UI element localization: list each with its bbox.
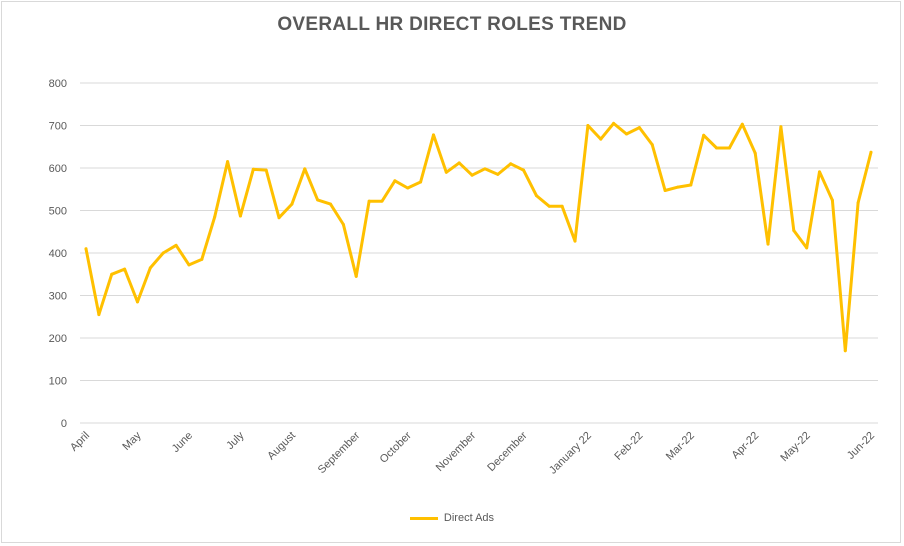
data-point — [637, 126, 641, 130]
data-point — [818, 170, 822, 174]
data-point — [431, 133, 435, 137]
data-point — [341, 223, 345, 227]
x-tick-label: Apr-22 — [729, 430, 761, 462]
data-point — [84, 247, 88, 251]
data-point — [380, 199, 384, 203]
x-tick-label: June — [170, 430, 195, 455]
data-point — [702, 133, 706, 137]
data-point — [792, 228, 796, 232]
data-point — [174, 243, 178, 247]
data-point — [534, 194, 538, 198]
data-point — [264, 168, 268, 172]
data-point — [689, 183, 693, 187]
y-tick-label: 200 — [49, 333, 67, 345]
y-tick-label: 100 — [49, 376, 67, 388]
data-point — [200, 257, 204, 261]
data-point — [316, 198, 320, 202]
data-point — [779, 125, 783, 129]
x-tick-label: April — [68, 430, 92, 454]
x-axis-ticks: April May June July August September October No… — [68, 429, 877, 476]
x-tick-label: Feb-22 — [612, 430, 645, 463]
data-point — [251, 167, 255, 171]
data-point — [856, 201, 860, 205]
data-point — [135, 300, 139, 304]
data-point — [110, 272, 114, 276]
data-point — [457, 161, 461, 165]
data-point — [830, 198, 834, 202]
data-point — [470, 173, 474, 177]
x-tick-label: November — [434, 429, 479, 474]
x-tick-label: May — [120, 429, 144, 453]
data-point — [560, 204, 564, 208]
data-point — [727, 146, 731, 150]
data-point — [496, 172, 500, 176]
y-tick-label: 0 — [61, 418, 67, 430]
y-tick-label: 300 — [49, 291, 67, 303]
data-point — [715, 146, 719, 150]
data-point — [843, 349, 847, 353]
x-tick-label: October — [378, 429, 414, 465]
data-point — [187, 263, 191, 267]
data-point — [329, 202, 333, 206]
chart-title: OVERALL HR DIRECT ROLES TREND — [277, 14, 627, 35]
y-tick-label: 700 — [49, 121, 67, 133]
y-tick-label: 400 — [49, 248, 67, 260]
x-tick-label: January 22 — [547, 430, 594, 477]
data-point — [650, 143, 654, 147]
x-tick-label: May-22 — [778, 430, 812, 464]
data-point — [367, 199, 371, 203]
gridlines — [80, 82, 878, 424]
series-layer — [84, 121, 873, 353]
data-point — [393, 179, 397, 183]
data-point — [663, 189, 667, 193]
data-point — [277, 216, 281, 220]
x-tick-label: July — [224, 429, 247, 452]
data-point — [444, 170, 448, 174]
legend: Direct Ads — [0, 512, 904, 524]
data-point — [419, 180, 423, 184]
data-point — [354, 274, 358, 278]
data-point — [599, 137, 603, 141]
data-point — [547, 204, 551, 208]
data-point — [303, 167, 307, 171]
data-point — [766, 242, 770, 246]
data-point — [509, 162, 513, 166]
series-line-direct-ads — [84, 121, 873, 353]
data-point — [612, 121, 616, 125]
data-point — [624, 132, 628, 136]
data-point — [740, 122, 744, 126]
legend-label: Direct Ads — [443, 512, 495, 524]
y-tick-label: 500 — [49, 206, 67, 218]
data-point — [869, 150, 873, 154]
data-point — [123, 267, 127, 271]
data-point — [483, 167, 487, 171]
data-point — [213, 215, 217, 219]
data-point — [676, 185, 680, 189]
y-tick-label: 600 — [49, 163, 67, 175]
data-point — [522, 168, 526, 172]
data-point — [148, 266, 152, 270]
x-tick-label: December — [485, 429, 530, 474]
data-point — [406, 186, 410, 190]
legend-swatch — [409, 516, 438, 520]
data-point — [97, 313, 101, 317]
x-tick-label: Jun-22 — [845, 430, 877, 462]
data-point — [226, 160, 230, 164]
data-point — [573, 239, 577, 243]
y-axis-ticks: 0 100 200 300 400 500 600 700 800 — [49, 78, 67, 430]
data-point — [586, 124, 590, 127]
x-tick-label: September — [316, 429, 363, 476]
data-point — [290, 202, 294, 206]
data-point — [238, 214, 242, 218]
x-tick-label: August — [265, 430, 298, 463]
x-tick-label: Mar-22 — [664, 430, 697, 463]
data-point — [161, 251, 165, 255]
data-point — [805, 246, 809, 250]
y-tick-label: 800 — [49, 78, 67, 90]
data-point — [753, 151, 757, 155]
